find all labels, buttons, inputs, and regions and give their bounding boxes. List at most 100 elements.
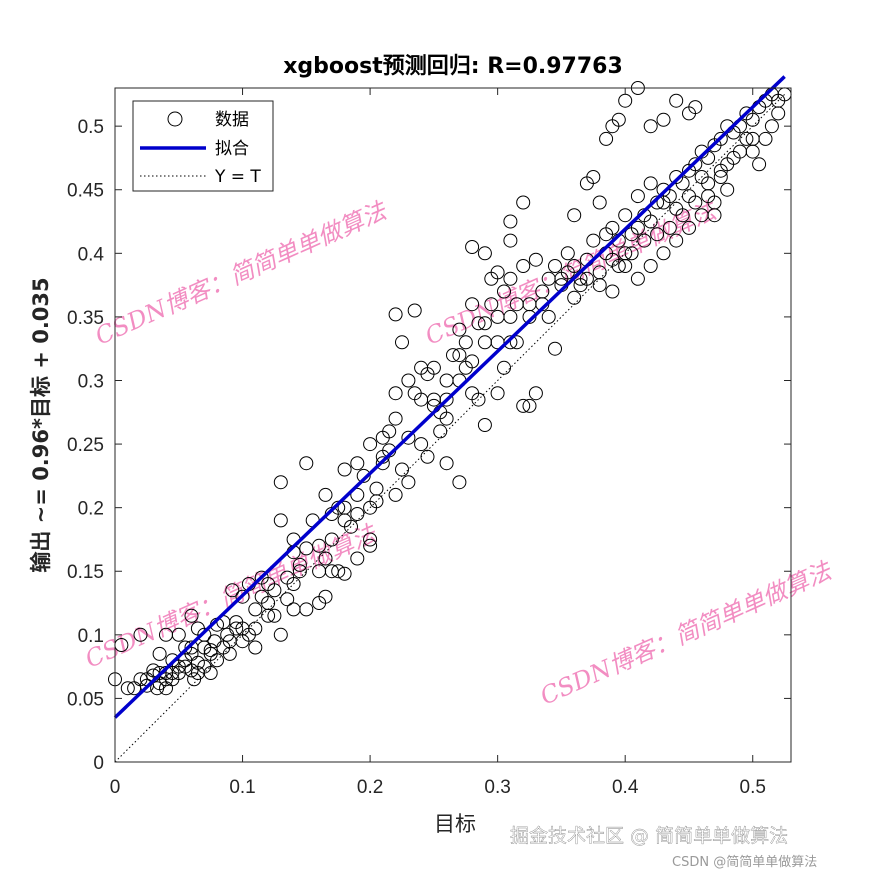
data-point xyxy=(509,335,524,350)
data-point xyxy=(630,271,645,286)
data-point xyxy=(618,93,633,108)
data-point xyxy=(618,259,633,273)
data-point xyxy=(207,634,222,649)
data-point xyxy=(159,627,173,642)
data-point xyxy=(229,621,244,636)
data-point xyxy=(465,240,480,254)
data-point xyxy=(401,475,416,490)
data-point xyxy=(178,659,193,674)
data-point xyxy=(522,297,537,312)
data-point xyxy=(312,596,327,610)
data-point xyxy=(388,386,403,401)
data-point xyxy=(471,392,486,407)
data-point xyxy=(401,430,416,445)
data-point xyxy=(567,208,582,223)
data-point xyxy=(299,602,314,617)
data-point xyxy=(713,163,728,178)
data-point xyxy=(465,297,480,312)
data-point xyxy=(560,246,575,261)
data-point xyxy=(592,278,607,293)
data-point xyxy=(439,392,454,407)
data-point xyxy=(248,602,263,617)
data-point xyxy=(471,316,486,331)
data-point xyxy=(331,564,346,579)
data-point xyxy=(497,360,511,375)
footer-small: CSDN @简简单单做算法 xyxy=(672,854,817,870)
data-point xyxy=(273,475,288,490)
data-point xyxy=(350,507,365,521)
data-point xyxy=(363,538,378,553)
x-axis-ticks: 0 0.1 0.2 0.3 0.4 0.5 xyxy=(110,88,766,798)
data-point xyxy=(477,335,492,350)
data-point xyxy=(286,602,301,617)
y-tick-label: 0.25 xyxy=(67,435,104,456)
data-point xyxy=(535,284,550,299)
data-point xyxy=(758,131,773,146)
data-point xyxy=(701,176,716,191)
plot-frame xyxy=(114,87,792,763)
data-point xyxy=(273,513,288,528)
data-point xyxy=(516,398,531,413)
data-point xyxy=(490,335,505,350)
y-tick-label: 0 xyxy=(93,753,104,774)
x-tick-label: 0 xyxy=(110,777,121,798)
data-point xyxy=(643,176,658,191)
legend-label-fit: 拟合 xyxy=(215,139,249,159)
legend-marker-circle xyxy=(167,111,183,127)
data-point xyxy=(637,233,652,248)
data-point xyxy=(726,150,741,165)
data-point xyxy=(490,265,505,280)
data-point xyxy=(407,303,422,318)
data-point xyxy=(133,627,148,642)
data-point xyxy=(280,592,295,607)
data-point xyxy=(764,119,779,134)
data-point xyxy=(662,220,677,235)
y-axis-ticks: 0 0.05 0.1 0.15 0.2 0.25 0.3 0.35 0.4 0.45 0.5 xyxy=(67,117,791,774)
x-tick-label: 0.4 xyxy=(612,777,639,798)
data-point xyxy=(388,487,403,502)
data-point xyxy=(235,589,250,604)
data-point xyxy=(388,307,403,322)
data-point xyxy=(548,259,562,273)
watermark: CSDN博客：简简单单做算法 xyxy=(81,519,382,674)
data-point xyxy=(618,208,633,223)
data-point xyxy=(152,646,167,661)
data-point xyxy=(363,437,378,452)
data-point xyxy=(280,570,295,585)
data-point xyxy=(452,475,467,490)
data-point xyxy=(299,456,314,471)
data-point xyxy=(586,170,601,184)
data-point xyxy=(656,112,671,127)
data-point xyxy=(650,227,665,242)
data-point xyxy=(452,322,467,337)
y-tick-label: 0.45 xyxy=(67,181,104,202)
data-point xyxy=(477,246,492,261)
y-tick-label: 0.2 xyxy=(78,499,104,520)
data-point xyxy=(248,640,263,655)
data-point xyxy=(497,284,511,299)
data-point xyxy=(388,411,403,426)
data-point xyxy=(184,640,199,655)
chart-title: xgboost预测回归: R=0.97763 xyxy=(283,54,623,79)
data-point xyxy=(707,195,722,210)
data-point xyxy=(465,354,480,369)
data-point xyxy=(522,398,537,413)
data-point xyxy=(350,551,365,566)
data-point xyxy=(184,608,199,623)
data-point xyxy=(439,411,454,426)
data-point xyxy=(675,176,690,191)
data-point xyxy=(548,341,562,356)
data-point xyxy=(503,214,518,229)
data-point xyxy=(669,93,684,108)
data-point xyxy=(643,259,658,273)
data-point xyxy=(273,627,288,642)
data-point xyxy=(599,227,614,242)
data-point xyxy=(267,608,282,623)
data-point xyxy=(771,106,786,121)
data-point xyxy=(222,634,237,649)
data-point xyxy=(713,170,728,184)
data-point xyxy=(324,532,339,547)
data-point xyxy=(324,564,339,579)
footer-main: 掘金技术社区 @ 简简单单做算法 xyxy=(510,825,788,847)
